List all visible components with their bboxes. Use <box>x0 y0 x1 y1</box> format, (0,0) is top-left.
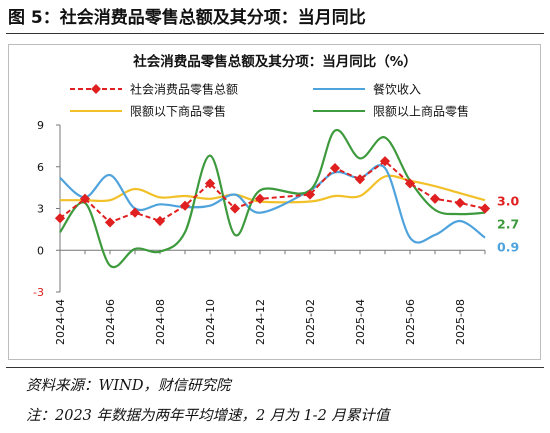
data-point <box>329 163 341 174</box>
legend-item: 限额以上商品零售 <box>313 104 469 119</box>
data-point <box>254 193 266 204</box>
figure-title: 图 5：社会消费品零售总额及其分项：当月同比 <box>8 8 366 28</box>
data-point <box>79 193 91 204</box>
series-layer <box>54 129 491 269</box>
data-point <box>454 197 466 209</box>
y-tick-label: 6 <box>37 161 44 174</box>
x-tick-label: 2025-06 <box>404 299 417 345</box>
data-point <box>129 207 141 218</box>
data-point <box>304 189 316 200</box>
end-value-label: 2.7 <box>497 217 519 232</box>
series <box>54 156 491 228</box>
legend-item: 社会消费品零售总额 <box>70 82 238 97</box>
footnote: 注：2023 年数据为两年平均增速，2 月为 1-2 月累计值 <box>26 408 390 424</box>
x-tick-label: 2025-08 <box>454 299 467 345</box>
end-value-label: 3.0 <box>497 194 519 209</box>
source-note: 资料来源：WIND，财信研究院 <box>26 378 231 394</box>
chart-frame <box>8 44 541 360</box>
legend-label: 餐饮收入 <box>373 82 421 97</box>
data-point <box>354 174 366 185</box>
end-value-label: 0.9 <box>497 240 519 255</box>
x-tick-label: 2024-04 <box>54 299 67 345</box>
title-rule <box>6 33 544 34</box>
notes-rule <box>6 367 544 368</box>
data-point <box>154 215 166 227</box>
x-tick-label: 2024-08 <box>154 299 167 345</box>
legend-label: 限额以上商品零售 <box>373 104 469 119</box>
series <box>59 164 486 244</box>
data-point <box>404 178 416 189</box>
legend-item: 限额以下商品零售 <box>70 104 226 119</box>
legend-label: 限额以下商品零售 <box>130 104 226 119</box>
end-labels: 0.9 2.7 3.0 <box>497 194 519 255</box>
x-tick-label: 2024-10 <box>204 299 217 345</box>
data-point <box>429 193 441 204</box>
y-tick-label: 0 <box>37 244 44 257</box>
x-tick-label: 2024-06 <box>104 299 117 345</box>
y-tick-label: -3 <box>33 286 44 299</box>
y-axis: -3 0 3 6 9 <box>33 119 61 299</box>
legend-label: 社会消费品零售总额 <box>130 82 238 97</box>
data-point <box>104 217 116 228</box>
x-tick-label: 2025-02 <box>304 299 317 345</box>
x-tick-label: 2025-04 <box>354 299 367 345</box>
chart-title: 社会消费品零售总额及其分项：当月同比（%） <box>132 53 417 70</box>
legend-item: 餐饮收入 <box>313 82 421 97</box>
y-tick-label: 9 <box>37 119 44 132</box>
legend-marker <box>91 84 101 94</box>
data-point <box>229 203 241 214</box>
x-tick-label: 2024-12 <box>254 299 267 345</box>
y-tick-label: 3 <box>37 203 44 216</box>
series-line <box>59 164 486 244</box>
